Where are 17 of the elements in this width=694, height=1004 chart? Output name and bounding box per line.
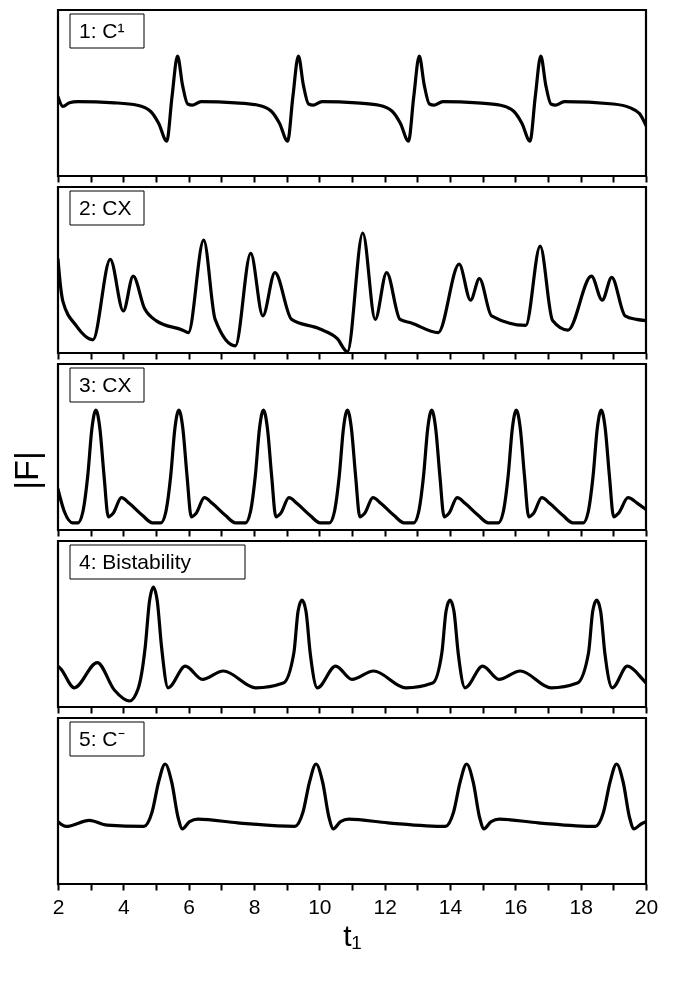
x-tick-label: 16 [504, 894, 528, 918]
x-axis-title: t₁ [343, 918, 362, 952]
x-tick-label: 4 [117, 894, 130, 918]
x-tick-label: 14 [438, 894, 463, 918]
x-tick-label: 20 [634, 894, 659, 918]
x-tick-label: 10 [308, 894, 332, 918]
text: 5: C⁻ [79, 727, 125, 750]
text: 4: Bistability [79, 550, 192, 573]
x-tick-label: 12 [373, 894, 397, 918]
text: 3: CX [79, 373, 132, 396]
x-tick-label: 6 [183, 894, 196, 918]
x-tick-label: 2 [52, 894, 65, 918]
x-tick-label: 18 [569, 894, 593, 918]
text: 2: CX [79, 196, 132, 219]
text: 1: C¹ [79, 19, 125, 42]
y-axis-title: |F| [6, 451, 45, 490]
x-tick-label: 8 [248, 894, 261, 918]
